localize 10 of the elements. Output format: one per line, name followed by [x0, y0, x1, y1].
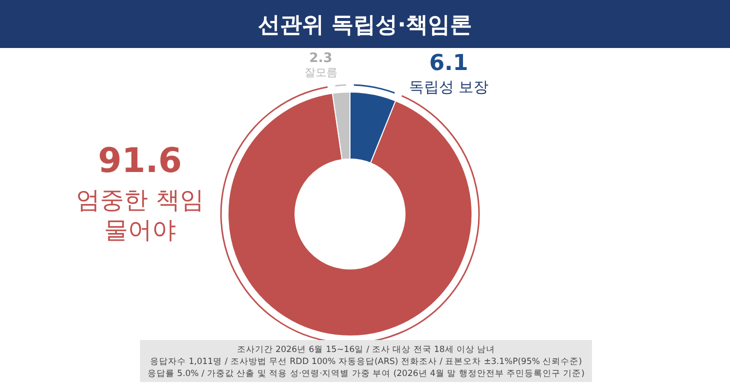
slice-label: 엄중한 책임 물어야	[76, 186, 204, 244]
data-label: 6.1	[429, 51, 468, 76]
text: 응답률 5.0% / 가중값 산출 및 적용 성·연령·지역별 가중 부여 (2026년 4월 말 행정안전부 주민등록인구 기준)	[147, 369, 585, 379]
chart-title: 선관위 독립성·책임론	[258, 13, 472, 38]
data-label: 91.6	[98, 141, 182, 181]
data-label: 2.3	[309, 51, 332, 66]
text: 조사기간 2026년 6월 15~16일 / 조사 대상 전국 18세 이상 남녀	[236, 345, 496, 355]
slice-label: 잘모름	[304, 66, 338, 79]
legend-label: 독립성 보장	[408, 78, 489, 96]
text: 응답자수 1,011명 / 조사방법 무선 RDD 100% 자동응답(ARS) 전화조사 / 표본오차 ±3.1%P(95% 신뢰수준)	[150, 357, 582, 367]
